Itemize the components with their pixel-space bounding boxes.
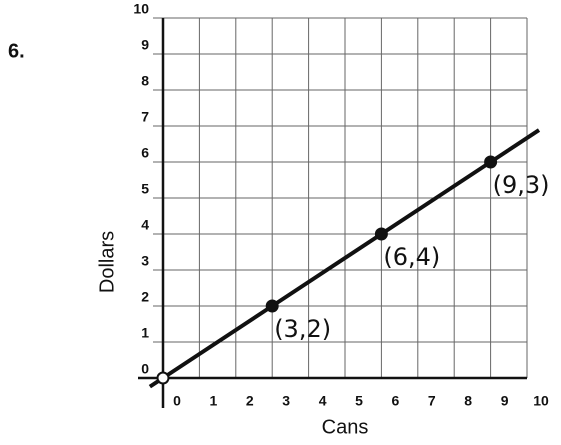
- annotation: (9,3): [493, 171, 550, 199]
- data-point: [156, 371, 170, 385]
- x-tick-label: 1: [210, 393, 218, 409]
- y-tick-label: 7: [141, 109, 149, 125]
- y-tick-label: 6: [141, 145, 149, 161]
- x-tick-label: 3: [282, 393, 290, 409]
- x-tick-label: 0: [173, 393, 181, 409]
- data-point: [374, 227, 388, 241]
- x-tick-label: 8: [464, 393, 472, 409]
- x-tick-label: 2: [246, 393, 254, 409]
- x-tick-label: 6: [392, 393, 400, 409]
- x-tick-label: 4: [319, 393, 327, 409]
- y-tick-label: 0: [141, 361, 149, 377]
- y-tick-label: 5: [141, 181, 149, 197]
- y-tick-label: 9: [141, 37, 149, 53]
- x-tick-label: 10: [533, 393, 549, 409]
- data-point: [265, 299, 279, 313]
- y-tick-label: 2: [141, 289, 149, 305]
- problem-number: 6.: [8, 40, 25, 62]
- annotation: (3,2): [274, 315, 331, 343]
- annotation: (6,4): [383, 243, 440, 271]
- data-point: [484, 155, 498, 169]
- x-axis-label: Cans: [322, 416, 369, 438]
- x-tick-label: 5: [355, 393, 363, 409]
- y-axis-label: Dollars: [96, 231, 118, 293]
- y-tick-label: 8: [141, 73, 149, 89]
- y-tick-label: 3: [141, 253, 149, 269]
- y-tick-label: 1: [141, 325, 149, 341]
- y-tick-label: 4: [141, 217, 149, 233]
- x-tick-label: 7: [428, 393, 436, 409]
- line-extension: [489, 128, 541, 164]
- y-tick-label: 10: [133, 1, 149, 17]
- data-line: [161, 160, 492, 380]
- x-tick-label: 9: [501, 393, 509, 409]
